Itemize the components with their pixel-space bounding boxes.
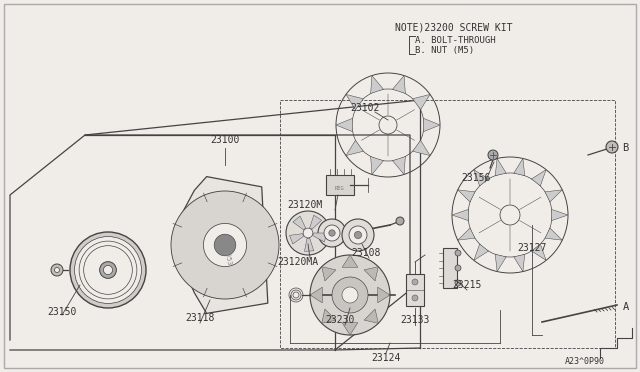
Text: B. NUT (M5): B. NUT (M5) [415,46,474,55]
Circle shape [396,217,404,225]
Circle shape [214,234,236,256]
Polygon shape [293,216,306,230]
Polygon shape [514,254,525,272]
Text: 23133: 23133 [400,315,429,325]
Text: 23118: 23118 [186,313,214,323]
Circle shape [355,231,362,238]
Polygon shape [310,287,323,303]
Circle shape [54,267,60,273]
Polygon shape [289,234,303,244]
Circle shape [51,264,63,276]
Circle shape [412,295,418,301]
Circle shape [171,191,279,299]
Text: 23120MA: 23120MA [277,257,319,267]
Polygon shape [495,158,506,176]
Polygon shape [413,94,430,110]
Polygon shape [514,158,525,176]
Circle shape [606,141,618,153]
Polygon shape [424,118,440,132]
Circle shape [303,228,313,238]
Polygon shape [176,177,268,313]
Text: 23150: 23150 [47,307,77,317]
Text: 23156: 23156 [461,173,491,183]
Text: REG: REG [335,186,345,190]
Polygon shape [545,228,563,240]
Circle shape [318,219,346,247]
Circle shape [500,205,520,225]
Circle shape [342,287,358,303]
Polygon shape [474,170,488,186]
Polygon shape [392,76,405,93]
Polygon shape [413,140,430,155]
Circle shape [455,250,461,256]
Polygon shape [495,254,506,272]
Polygon shape [378,287,390,303]
Bar [406,274,424,306]
Text: 23127: 23127 [517,243,547,253]
Circle shape [84,246,132,294]
Polygon shape [532,244,546,260]
Polygon shape [310,215,322,229]
Polygon shape [545,190,563,202]
Text: 23215: 23215 [452,280,482,290]
Polygon shape [336,118,353,132]
Text: 23100: 23100 [211,135,240,145]
Bar [443,248,457,288]
Circle shape [455,265,461,271]
Polygon shape [371,157,383,174]
Polygon shape [458,190,475,202]
Polygon shape [346,94,364,110]
Text: B: B [622,143,628,153]
Polygon shape [364,309,378,323]
Circle shape [79,241,137,299]
Text: 23108: 23108 [351,248,381,258]
Circle shape [75,237,141,304]
Polygon shape [313,233,326,242]
Circle shape [342,219,374,251]
Text: A. BOLT-THROUGH: A. BOLT-THROUGH [415,36,495,45]
Text: NOTE)23200 SCREW KIT: NOTE)23200 SCREW KIT [395,22,513,32]
Polygon shape [371,76,383,93]
Polygon shape [392,157,405,174]
Polygon shape [322,267,336,281]
Circle shape [412,279,418,285]
Circle shape [104,266,113,275]
Circle shape [349,226,367,244]
Text: 23102: 23102 [350,103,380,113]
Text: 23124: 23124 [371,353,401,363]
Polygon shape [342,323,358,335]
Polygon shape [458,228,475,240]
Polygon shape [346,140,364,155]
Circle shape [70,232,146,308]
Circle shape [286,211,330,255]
Polygon shape [552,209,568,221]
Circle shape [488,150,498,160]
Polygon shape [452,209,468,221]
Circle shape [379,116,397,134]
Circle shape [204,224,246,267]
Circle shape [100,262,116,278]
Circle shape [332,277,368,313]
Bar [280,100,615,348]
Circle shape [324,225,340,241]
Polygon shape [364,267,378,281]
Text: A: A [623,302,629,312]
Text: 23120M: 23120M [287,200,323,210]
Polygon shape [532,170,546,186]
Text: A23^0P90: A23^0P90 [565,357,605,366]
Bar [326,175,354,195]
Polygon shape [322,309,336,323]
Circle shape [310,255,390,335]
Polygon shape [474,244,488,260]
Circle shape [329,230,335,236]
Text: 23230: 23230 [325,315,355,325]
Text: 7/3053: 7/3053 [222,240,232,266]
Polygon shape [305,238,314,251]
Circle shape [455,280,461,286]
Polygon shape [342,255,358,267]
